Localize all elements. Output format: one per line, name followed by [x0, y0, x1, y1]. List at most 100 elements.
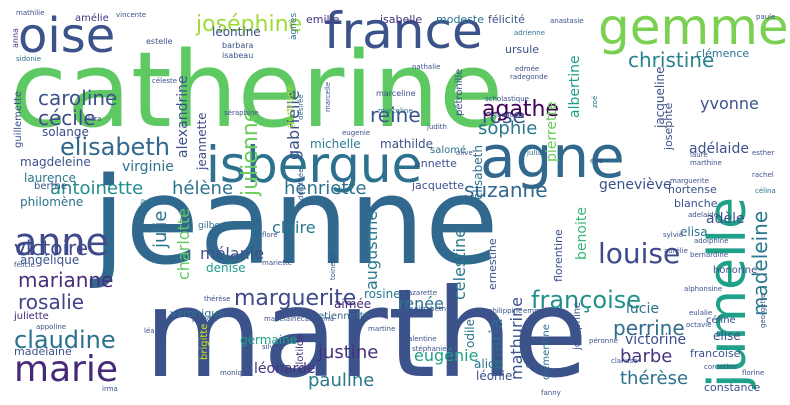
- word-celina: célina: [755, 187, 776, 195]
- word-esther: esther: [752, 149, 775, 157]
- word-solange: solange: [42, 125, 89, 139]
- word-leonie: léonie: [476, 369, 513, 383]
- word-catherine: catherine: [10, 29, 504, 151]
- word-aimee: aimée: [334, 297, 372, 311]
- word-emma: emma: [523, 307, 546, 315]
- word-julienne: julienne: [238, 108, 263, 196]
- word-france: france: [324, 2, 483, 60]
- word-adolphine: adolphine: [694, 237, 729, 245]
- word-clarisse: clarisse: [611, 357, 638, 365]
- word-yvonne: yvonne: [700, 94, 759, 113]
- word-francoise: françoise: [531, 286, 642, 314]
- word-claire: claire: [272, 218, 316, 237]
- word-gemme: gemme: [598, 0, 789, 56]
- word-eulalie: eulalie: [689, 309, 713, 317]
- word-veronique: véronique: [170, 307, 226, 320]
- word-adelaide: adélaide: [689, 141, 749, 157]
- word-philippine: philippine: [488, 307, 523, 315]
- word-toinette: toinette: [329, 252, 337, 280]
- word-oise: oise: [18, 8, 116, 64]
- word-alexandrine: alexandrine: [175, 75, 191, 158]
- word-lara: lara: [88, 115, 102, 123]
- word-lucie: lucie: [626, 301, 659, 317]
- word-mathilie: mathilie: [16, 9, 45, 17]
- word-edmee: edmée: [515, 65, 540, 73]
- word-salome: salomé: [430, 145, 467, 156]
- word-francoise-2: francoise: [690, 347, 741, 360]
- word-valentine: valentine: [404, 335, 437, 343]
- word-anna: anna: [11, 28, 20, 48]
- word-denise: denise: [206, 261, 246, 275]
- word-rosine: rosine: [364, 287, 401, 301]
- word-antoinette: antoinette: [50, 178, 144, 199]
- word-irma: irma: [102, 385, 118, 393]
- word-guillemette: guillemette: [13, 90, 24, 148]
- word-adelaide-2: adelaide: [688, 211, 718, 219]
- word-anastasie: anastasie: [550, 17, 584, 25]
- word-magdeleine: magdeleine: [20, 155, 91, 169]
- word-jacquette: jacquette: [412, 179, 464, 192]
- word-berthe: berthe: [34, 181, 68, 192]
- word-elisa: elisa: [680, 225, 708, 239]
- word-corentine: corentine: [704, 363, 738, 371]
- word-octavie: octavie: [686, 321, 712, 329]
- word-therese: thérèse: [620, 368, 689, 389]
- word-vincente: vincente: [116, 11, 147, 19]
- word-germaine: germaine: [240, 333, 298, 347]
- word-florentine: florentine: [552, 229, 565, 282]
- word-victoire: victoire: [14, 236, 89, 260]
- word-paule: paule: [756, 13, 776, 21]
- word-barbe: barbe: [620, 346, 673, 367]
- word-henriette: henriette: [284, 178, 367, 199]
- word-melanie: mélanie: [200, 244, 265, 263]
- word-fanny: fanny: [541, 389, 561, 397]
- word-jacquine: jacquine: [495, 111, 525, 119]
- word-petronille: pétronille: [454, 68, 465, 116]
- word-madelaine: madelaine: [14, 345, 72, 358]
- word-pierrette: pierrette: [544, 101, 560, 162]
- word-monique: monique: [220, 369, 251, 377]
- word-radegonde: radegonde: [510, 73, 548, 81]
- word-florine: florine: [742, 369, 765, 377]
- word-bernardine: bernardine: [690, 251, 729, 259]
- word-victorine: victorine: [625, 332, 687, 348]
- word-agathe: agathe: [482, 97, 560, 122]
- word-marceline-2: marceline: [378, 107, 413, 115]
- word-emilie: emilie: [306, 13, 340, 26]
- word-cecile: cécile: [38, 106, 96, 130]
- word-reine: reine: [370, 103, 421, 127]
- word-madelainecatharina: madelainecatharina: [264, 315, 334, 323]
- word-julia: julia: [527, 149, 542, 157]
- word-sylvie: sylvie: [663, 231, 684, 239]
- word-elise: elise: [713, 329, 741, 343]
- word-stephanie: stéphanie: [412, 345, 447, 353]
- word-amelie: amélie: [75, 13, 109, 24]
- word-laurence: laurence: [24, 171, 76, 185]
- word-adeline: adeline: [140, 197, 177, 208]
- word-marcelle: marcelle: [324, 81, 332, 112]
- word-juliette: juliette: [14, 311, 49, 322]
- word-euphrosine: euphrosine: [524, 329, 532, 368]
- word-judith: judith: [427, 123, 447, 131]
- word-adele: adèle: [706, 211, 745, 227]
- word-perrine: perrine: [613, 316, 685, 340]
- word-elisabeth: elisabeth: [60, 133, 170, 161]
- word-seraphine: séraphine: [224, 109, 259, 117]
- word-helene: hélène: [172, 178, 234, 199]
- word-desiree: désirée: [297, 94, 305, 120]
- word-christine: christine: [628, 48, 715, 72]
- word-flore: flore: [262, 231, 278, 239]
- word-clotilde: clotilde: [295, 333, 306, 370]
- word-lazarette: lazarette: [406, 289, 438, 297]
- word-lea: léa: [144, 327, 155, 335]
- word-felicie: félicie: [14, 261, 35, 269]
- word-alphonsine: alphonsine: [684, 285, 723, 293]
- word-josephine: joséphine: [196, 12, 303, 37]
- word-isbergue: isbergue: [206, 136, 423, 194]
- word-justine: justine: [318, 342, 379, 363]
- word-ursule: ursule: [505, 43, 540, 56]
- word-brigitte: brigitte: [199, 323, 210, 360]
- word-albertine: albertine: [567, 55, 583, 118]
- word-felicite: félicité: [488, 13, 525, 26]
